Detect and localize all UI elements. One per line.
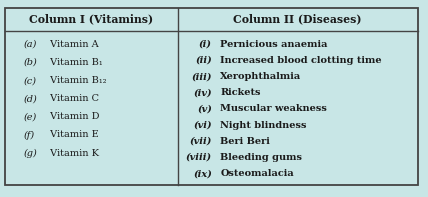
Text: Vitamin E: Vitamin E: [47, 130, 99, 139]
Text: (d): (d): [24, 94, 37, 103]
Text: Column I (Vitamins): Column I (Vitamins): [29, 14, 154, 25]
Text: Beri Beri: Beri Beri: [220, 137, 270, 146]
Text: (vii): (vii): [190, 137, 212, 146]
Text: Increased blood clotting time: Increased blood clotting time: [220, 56, 382, 65]
Text: Vitamin C: Vitamin C: [47, 94, 99, 103]
Text: (ix): (ix): [193, 169, 212, 178]
Text: Rickets: Rickets: [220, 88, 261, 97]
Text: (g): (g): [24, 149, 37, 158]
Text: Night blindness: Night blindness: [220, 121, 307, 130]
Text: Vitamin B₁₂: Vitamin B₁₂: [47, 76, 107, 85]
Text: (v): (v): [197, 104, 212, 113]
Text: Vitamin B₁: Vitamin B₁: [47, 58, 103, 67]
Text: (b): (b): [24, 58, 37, 67]
Text: Osteomalacia: Osteomalacia: [220, 169, 294, 178]
Text: Xerophthalmia: Xerophthalmia: [220, 72, 302, 81]
Text: (iii): (iii): [191, 72, 212, 81]
Text: Column II (Diseases): Column II (Diseases): [233, 14, 362, 25]
Text: (i): (i): [199, 40, 212, 49]
Text: Vitamin A: Vitamin A: [47, 40, 99, 49]
Text: (a): (a): [24, 40, 37, 49]
Text: Pernicious anaemia: Pernicious anaemia: [220, 40, 328, 49]
Text: Bleeding gums: Bleeding gums: [220, 153, 303, 162]
Text: (viii): (viii): [186, 153, 212, 162]
Text: (iv): (iv): [193, 88, 212, 97]
Text: (vi): (vi): [193, 121, 212, 130]
Text: Vitamin D: Vitamin D: [47, 112, 100, 121]
Text: (c): (c): [24, 76, 36, 85]
Text: (ii): (ii): [195, 56, 212, 65]
Text: Muscular weakness: Muscular weakness: [220, 104, 327, 113]
Text: Vitamin K: Vitamin K: [47, 149, 99, 158]
Text: (f): (f): [24, 130, 35, 139]
Text: (e): (e): [24, 112, 37, 121]
